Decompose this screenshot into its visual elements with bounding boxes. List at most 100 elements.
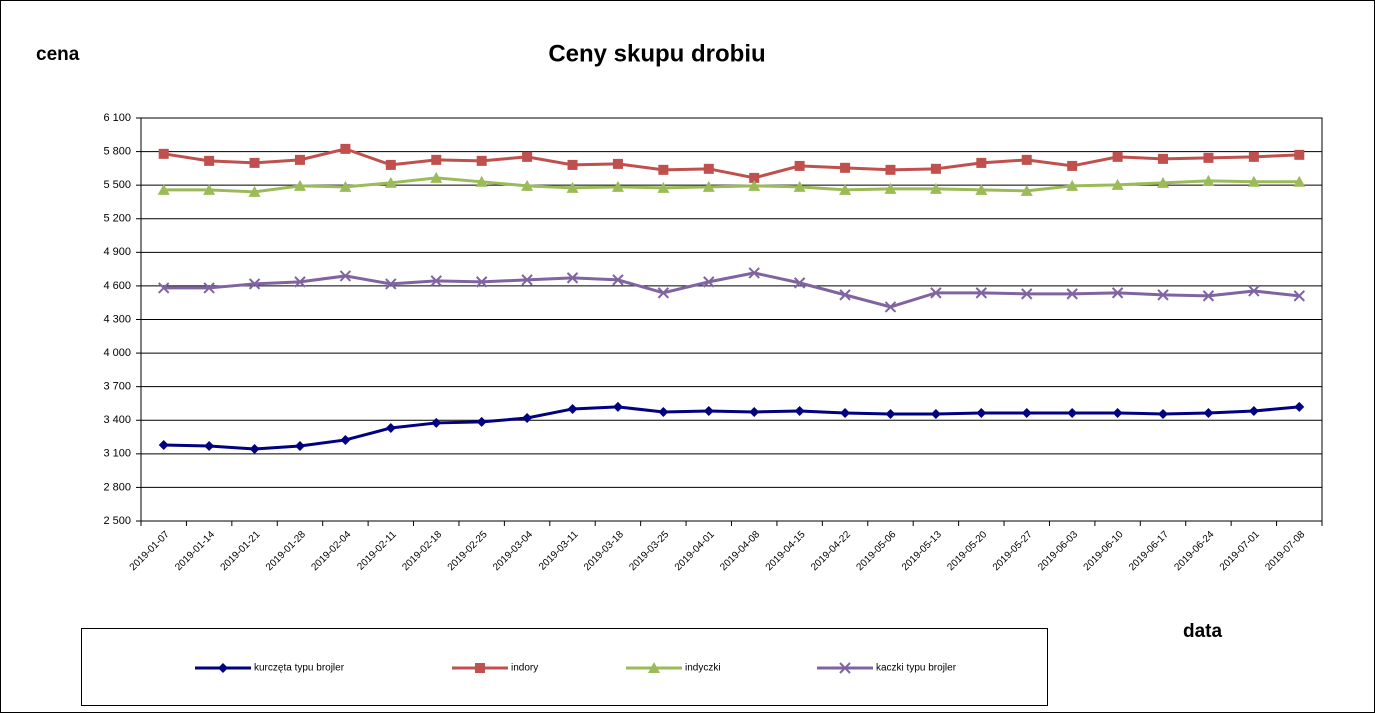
data-point — [1158, 153, 1169, 164]
data-point — [340, 434, 351, 445]
data-point — [430, 171, 443, 183]
data-point — [794, 160, 805, 171]
data-point — [1112, 151, 1123, 162]
data-point — [522, 413, 533, 424]
data-point — [884, 301, 897, 313]
data-point — [475, 175, 488, 187]
data-point — [975, 287, 988, 299]
data-point — [794, 405, 805, 416]
y-tick-label: 4 600 — [103, 280, 131, 292]
legend-marker — [648, 662, 660, 673]
data-point — [431, 417, 442, 428]
data-point — [1157, 176, 1170, 188]
data-point — [203, 282, 215, 294]
data-point — [840, 162, 851, 173]
data-point — [1248, 405, 1259, 416]
legend-label: indory — [511, 663, 538, 674]
data-point — [929, 182, 942, 194]
legend-marker — [839, 662, 851, 674]
data-point — [1293, 290, 1305, 302]
data-point — [521, 179, 534, 191]
data-point — [702, 180, 715, 192]
data-point — [340, 143, 351, 154]
data-point — [612, 274, 624, 286]
data-point — [204, 155, 215, 166]
y-tick-label: 3 700 — [103, 381, 131, 393]
data-point — [612, 401, 623, 412]
data-point — [840, 407, 851, 418]
y-tick-label: 5 200 — [103, 213, 131, 225]
data-point — [611, 180, 624, 192]
data-point — [339, 180, 352, 192]
data-point — [1020, 184, 1033, 196]
series-line — [163, 271, 1300, 309]
data-point — [566, 181, 579, 193]
y-tick-label: 5 500 — [103, 179, 131, 191]
y-tick-label: 3 100 — [103, 448, 131, 460]
data-point — [1248, 285, 1260, 297]
y-tick-label: 5 800 — [103, 145, 131, 157]
data-point — [1293, 175, 1306, 187]
series-line — [163, 147, 1300, 180]
y-tick-label: 4 000 — [103, 347, 131, 359]
data-point — [1021, 288, 1033, 300]
data-point — [294, 440, 305, 451]
data-point — [885, 164, 896, 175]
series-line — [163, 176, 1300, 194]
data-point — [703, 276, 715, 288]
data-point — [521, 274, 533, 286]
data-point — [567, 159, 578, 170]
data-point — [249, 444, 260, 455]
data-point — [1247, 175, 1260, 187]
series-line — [163, 405, 1300, 451]
data-point — [385, 422, 396, 433]
data-point — [703, 163, 714, 174]
data-point — [793, 180, 806, 192]
legend-marker — [218, 663, 228, 673]
data-point — [749, 406, 760, 417]
data-point — [248, 185, 261, 197]
data-point — [1066, 288, 1078, 300]
data-point — [885, 408, 896, 419]
data-point — [157, 183, 170, 195]
data-point — [158, 439, 169, 450]
data-point — [1203, 152, 1214, 163]
data-point — [748, 179, 761, 191]
data-point — [1112, 407, 1123, 418]
data-point — [249, 157, 260, 168]
data-point — [749, 172, 760, 183]
data-point — [884, 182, 897, 194]
data-point — [204, 440, 215, 451]
data-point — [1248, 151, 1259, 162]
y-tick-label: 4 900 — [103, 246, 131, 258]
chart-title: Ceny skupu drobiu — [548, 40, 765, 67]
legend-label: kurczęta typu brojler — [254, 663, 345, 674]
y-tick-label: 2 500 — [103, 515, 131, 527]
data-point — [522, 151, 533, 162]
data-point — [1294, 401, 1305, 412]
x-axis-label: data — [1183, 621, 1223, 642]
data-point — [612, 158, 623, 169]
y-tick-label: 4 300 — [103, 313, 131, 325]
data-point — [1021, 154, 1032, 165]
data-point — [294, 154, 305, 165]
data-point — [203, 183, 216, 195]
legend-label: indyczki — [685, 663, 721, 674]
data-point — [703, 405, 714, 416]
data-point — [1021, 407, 1032, 418]
data-point — [748, 267, 760, 279]
data-point — [158, 282, 170, 294]
data-point — [1294, 149, 1305, 160]
data-point — [430, 275, 442, 287]
data-point — [384, 176, 397, 188]
data-point — [158, 148, 169, 159]
data-point — [1202, 290, 1215, 302]
data-point — [294, 276, 306, 288]
data-point — [658, 406, 669, 417]
data-point — [657, 181, 670, 193]
y-tick-label: 6 100 — [103, 112, 131, 124]
legend-label: kaczki typu brojler — [876, 663, 957, 674]
data-point — [1111, 178, 1124, 190]
